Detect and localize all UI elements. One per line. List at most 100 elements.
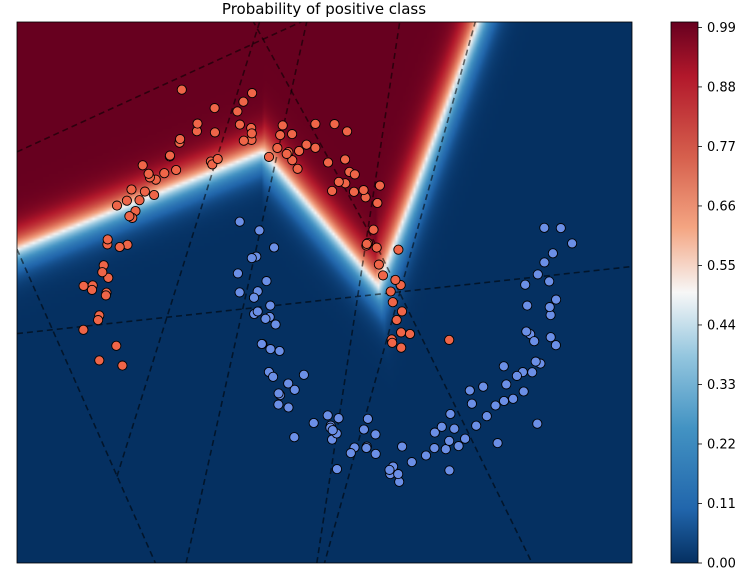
negative-point: [429, 427, 440, 438]
plot-frame: [16, 21, 633, 564]
negative-point: [478, 381, 489, 392]
colorbar-tick-label: 0.44: [707, 318, 736, 333]
negative-point: [518, 386, 529, 397]
negative-point: [551, 294, 562, 305]
negative-point: [460, 433, 471, 444]
positive-point: [124, 211, 135, 222]
hyperplane-line-0: [17, 22, 303, 153]
negative-point: [545, 332, 556, 343]
positive-point: [387, 337, 398, 348]
negative-point: [530, 356, 541, 367]
negative-point: [501, 379, 512, 390]
positive-point: [137, 160, 148, 171]
positive-point: [164, 150, 176, 161]
positive-point: [143, 168, 154, 179]
colorbar-tick-label: 0.55: [707, 259, 736, 274]
negative-point: [308, 417, 319, 429]
hyperplane-line-8: [116, 22, 261, 477]
positive-point: [100, 290, 111, 301]
negative-point: [508, 393, 519, 404]
negative-point: [345, 448, 356, 459]
negative-point: [440, 444, 451, 455]
positive-point: [272, 142, 283, 154]
positive-point: [263, 151, 275, 162]
negative-point: [234, 216, 245, 227]
positive-point: [94, 355, 105, 366]
positive-point: [139, 186, 150, 197]
positive-point: [374, 180, 385, 191]
positive-point: [234, 119, 245, 130]
positive-point: [176, 84, 187, 95]
negative-point: [289, 432, 300, 443]
positive-point: [327, 185, 338, 196]
positive-point: [358, 185, 369, 196]
negative-point: [265, 344, 276, 355]
positive-point: [78, 324, 89, 335]
colorbar-tick-label: 0.88: [707, 80, 736, 95]
positive-point: [323, 157, 334, 168]
negative-point: [490, 400, 501, 411]
hyperplane-line-1: [17, 265, 632, 335]
positive-point: [371, 242, 382, 253]
negative-point: [265, 300, 276, 311]
colorbar-tick-label: 0.66: [707, 199, 736, 214]
negative-point: [331, 464, 343, 475]
negative-point: [520, 279, 531, 290]
positive-point: [349, 169, 360, 180]
negative-point: [550, 340, 561, 351]
positive-point: [287, 129, 298, 140]
colorbar-tick-label: 0.33: [707, 378, 736, 393]
negative-point: [327, 425, 338, 436]
negative-point: [322, 410, 333, 421]
positive-point: [310, 118, 321, 129]
negative-point: [358, 424, 369, 435]
positive-point: [171, 164, 182, 176]
positive-point: [246, 128, 257, 139]
positive-point: [373, 259, 384, 270]
positive-point: [192, 118, 203, 129]
colorbar-tick-label: 0.99: [707, 21, 736, 36]
negative-point: [252, 306, 263, 317]
negative-point: [527, 367, 538, 378]
chart-title: Probability of positive class: [222, 0, 426, 18]
negative-point: [539, 222, 550, 233]
positive-point: [86, 284, 98, 295]
negative-point: [436, 421, 447, 432]
positive-point: [78, 280, 89, 291]
positive-point: [340, 154, 351, 165]
positive-point: [175, 134, 186, 145]
negative-point: [232, 268, 243, 279]
positive-point: [385, 286, 396, 297]
positive-point: [361, 238, 372, 249]
positive-point: [393, 244, 404, 255]
colorbar-ticks: 0.00 0.11 0.22 0.33 0.44 0.55 0.66 0.77 0.88 0.99: [698, 21, 736, 572]
negative-point: [498, 395, 510, 407]
negative-point: [397, 441, 408, 452]
negative-point: [289, 384, 300, 395]
positive-point: [391, 314, 402, 326]
negative-point: [256, 338, 267, 350]
positive-point: [238, 135, 249, 146]
positive-point: [149, 189, 160, 201]
positive-point: [277, 120, 288, 131]
positive-point: [275, 130, 286, 141]
positive-point: [396, 306, 408, 317]
negative-point: [254, 225, 265, 236]
negative-point: [269, 242, 280, 253]
positive-point: [209, 103, 220, 114]
positive-point: [396, 327, 407, 338]
negative-point: [283, 402, 294, 413]
negative-point: [270, 319, 281, 330]
positive-point: [93, 315, 104, 326]
positive-point: [387, 297, 398, 308]
data-points: [78, 84, 578, 487]
negative-point: [246, 253, 257, 264]
negative-point: [248, 292, 260, 303]
negative-point: [481, 411, 492, 422]
positive-point: [396, 342, 407, 353]
negative-point: [453, 441, 464, 452]
negative-point: [464, 385, 475, 396]
positive-point: [111, 200, 123, 211]
positive-point: [310, 142, 321, 153]
negative-point: [444, 435, 455, 446]
